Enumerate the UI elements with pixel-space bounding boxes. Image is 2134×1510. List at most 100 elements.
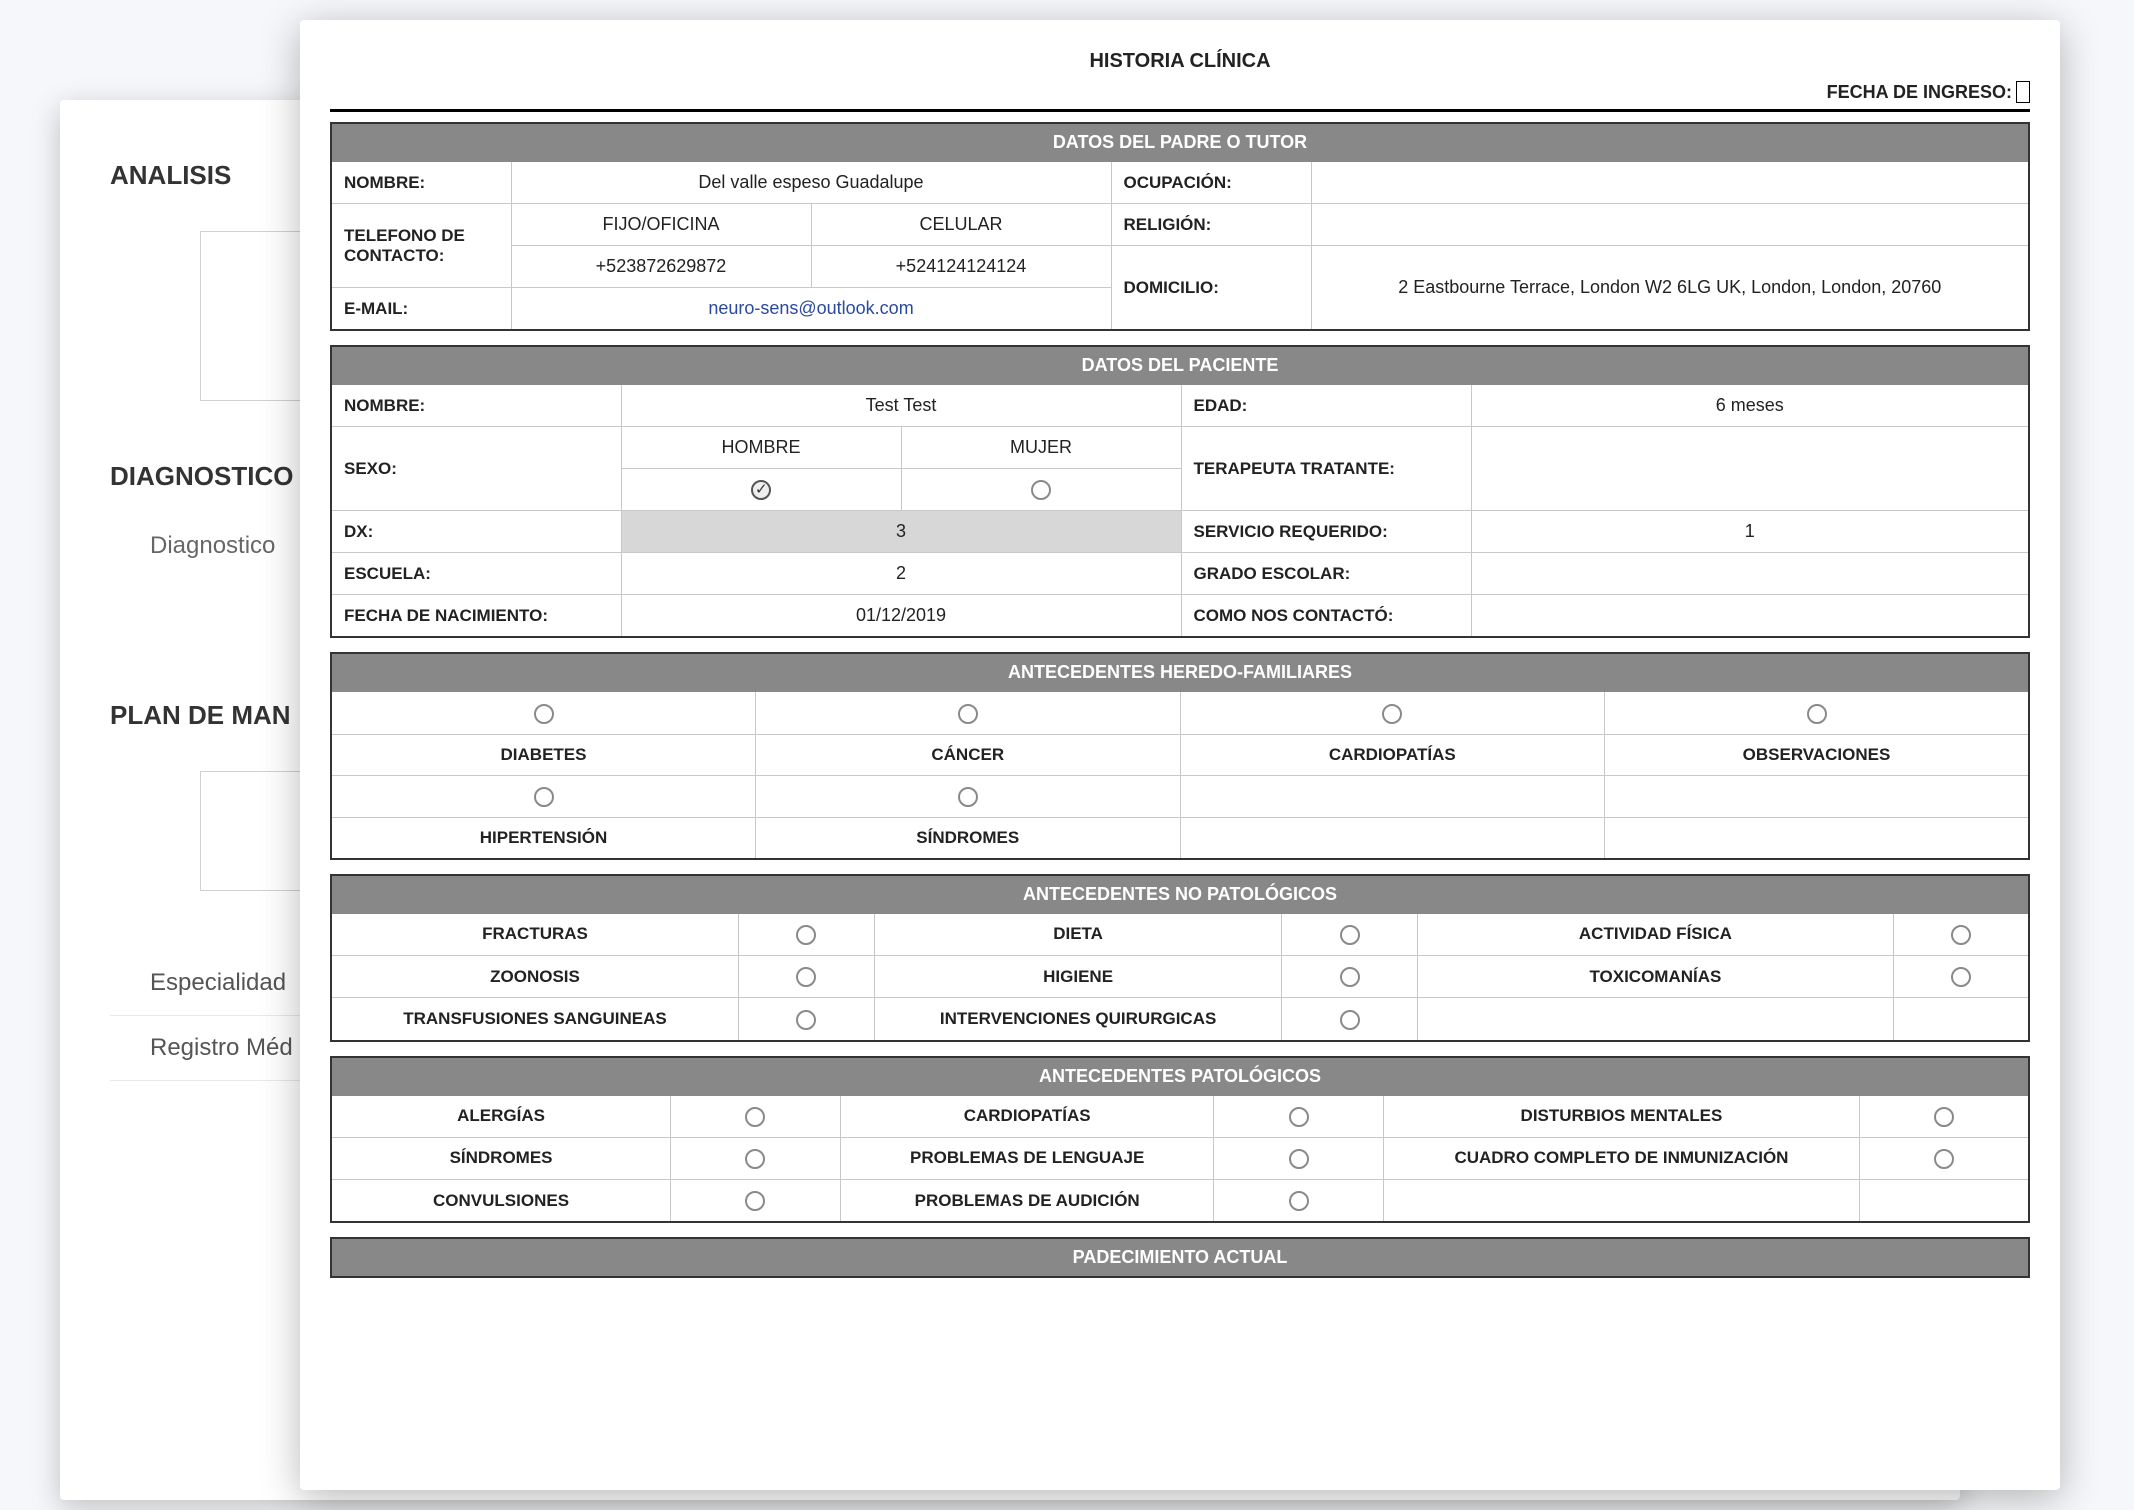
paciente-nombre-label: NOMBRE: bbox=[331, 385, 621, 427]
paciente-nombre-value: Test Test bbox=[621, 385, 1181, 427]
nopat-zoonosis-label: ZOONOSIS bbox=[331, 956, 739, 998]
pat-audicion-label: PROBLEMAS DE AUDICIÓN bbox=[840, 1180, 1214, 1223]
pat-header: ANTECEDENTES PATOLÓGICOS bbox=[331, 1057, 2029, 1096]
pat-sind-radio[interactable] bbox=[671, 1137, 841, 1179]
heredo-hiper-radio[interactable] bbox=[331, 775, 756, 817]
nopat-fracturas-label: FRACTURAS bbox=[331, 913, 739, 955]
pat-inmun-radio[interactable] bbox=[1859, 1137, 2029, 1179]
paciente-mujer-label: MUJER bbox=[901, 427, 1181, 469]
heredo-header: ANTECEDENTES HEREDO-FAMILIARES bbox=[331, 653, 2029, 692]
pat-lenguaje-radio[interactable] bbox=[1214, 1137, 1384, 1179]
paciente-sexo-mujer-radio[interactable] bbox=[901, 469, 1181, 511]
nopat-dieta-label: DIETA bbox=[874, 913, 1282, 955]
tutor-celular-label: CELULAR bbox=[811, 204, 1111, 246]
pat-lenguaje-label: PROBLEMAS DE LENGUAJE bbox=[840, 1137, 1214, 1179]
pat-disturb-label: DISTURBIOS MENTALES bbox=[1384, 1095, 1859, 1137]
pat-alergias-label: ALERGÍAS bbox=[331, 1095, 671, 1137]
heredo-cardio-label: CARDIOPATÍAS bbox=[1180, 734, 1605, 775]
padecimiento-header: PADECIMIENTO ACTUAL bbox=[331, 1238, 2029, 1277]
tutor-celular-value: +524124124124 bbox=[811, 246, 1111, 288]
pat-alergias-radio[interactable] bbox=[671, 1095, 841, 1137]
paciente-escuela-value: 2 bbox=[621, 553, 1181, 595]
nopat-dieta-radio[interactable] bbox=[1282, 913, 1418, 955]
paciente-sexo-hombre-radio[interactable] bbox=[621, 469, 901, 511]
paciente-edad-label: EDAD: bbox=[1181, 385, 1471, 427]
paciente-sexo-label: SEXO: bbox=[331, 427, 621, 511]
paciente-hombre-label: HOMBRE bbox=[621, 427, 901, 469]
paciente-contacto-label: COMO NOS CONTACTÓ: bbox=[1181, 595, 1471, 638]
pat-audicion-radio[interactable] bbox=[1214, 1180, 1384, 1223]
nopat-transf-label: TRANSFUSIONES SANGUINEAS bbox=[331, 998, 739, 1041]
tutor-nombre-value: Del valle espeso Guadalupe bbox=[511, 162, 1111, 204]
nopat-header: ANTECEDENTES NO PATOLÓGICOS bbox=[331, 875, 2029, 914]
paciente-contacto-value[interactable] bbox=[1471, 595, 2029, 638]
tutor-table: DATOS DEL PADRE O TUTOR NOMBRE: Del vall… bbox=[330, 122, 2030, 331]
patologicos-table: ANTECEDENTES PATOLÓGICOS ALERGÍAS CARDIO… bbox=[330, 1056, 2030, 1224]
tutor-fijo-label: FIJO/OFICINA bbox=[511, 204, 811, 246]
tutor-religion-label: RELIGIÓN: bbox=[1111, 204, 1311, 246]
nopat-actividad-radio[interactable] bbox=[1893, 913, 2029, 955]
title-divider bbox=[330, 109, 2030, 112]
tutor-email-label: E-MAIL: bbox=[331, 288, 511, 331]
fecha-ingreso-row: FECHA DE INGRESO: bbox=[330, 81, 2030, 103]
paciente-table: DATOS DEL PACIENTE NOMBRE: Test Test EDA… bbox=[330, 345, 2030, 638]
nopat-zoonosis-radio[interactable] bbox=[739, 956, 875, 998]
paciente-grado-label: GRADO ESCOLAR: bbox=[1181, 553, 1471, 595]
heredo-sind-label: SÍNDROMES bbox=[756, 817, 1181, 859]
pat-sind-label: SÍNDROMES bbox=[331, 1137, 671, 1179]
heredo-hiper-label: HIPERTENSIÓN bbox=[331, 817, 756, 859]
heredo-sind-radio[interactable] bbox=[756, 775, 1181, 817]
nopat-interv-label: INTERVENCIONES QUIRURGICAS bbox=[874, 998, 1282, 1041]
heredo-obs-label: OBSERVACIONES bbox=[1605, 734, 2030, 775]
tutor-domicilio-value: 2 Eastbourne Terrace, London W2 6LG UK, … bbox=[1311, 246, 2029, 331]
tutor-email-value[interactable]: neuro-sens@outlook.com bbox=[708, 298, 913, 318]
paciente-fnac-value: 01/12/2019 bbox=[621, 595, 1181, 638]
pat-disturb-radio[interactable] bbox=[1859, 1095, 2029, 1137]
document-title: HISTORIA CLÍNICA bbox=[330, 50, 2030, 73]
fecha-ingreso-box[interactable] bbox=[2016, 81, 2030, 103]
nopat-actividad-label: ACTIVIDAD FÍSICA bbox=[1418, 913, 1893, 955]
heredo-cancer-radio[interactable] bbox=[756, 692, 1181, 734]
paciente-terapeuta-label: TERAPEUTA TRATANTE: bbox=[1181, 427, 1471, 511]
tutor-header: DATOS DEL PADRE O TUTOR bbox=[331, 123, 2029, 162]
pat-convul-label: CONVULSIONES bbox=[331, 1180, 671, 1223]
nopat-fracturas-radio[interactable] bbox=[739, 913, 875, 955]
pat-cardio-label: CARDIOPATÍAS bbox=[840, 1095, 1214, 1137]
heredo-obs-radio[interactable] bbox=[1605, 692, 2030, 734]
nopat-transf-radio[interactable] bbox=[739, 998, 875, 1041]
paciente-edad-value: 6 meses bbox=[1471, 385, 2029, 427]
paciente-servicio-value: 1 bbox=[1471, 511, 2029, 553]
paciente-fnac-label: FECHA DE NACIMIENTO: bbox=[331, 595, 621, 638]
paciente-dx-value: 3 bbox=[621, 511, 1181, 553]
tutor-domicilio-label: DOMICILIO: bbox=[1111, 246, 1311, 331]
tutor-religion-value[interactable] bbox=[1311, 204, 2029, 246]
tutor-fijo-value: +523872629872 bbox=[511, 246, 811, 288]
heredo-diabetes-label: DIABETES bbox=[331, 734, 756, 775]
tutor-telefono-label: TELEFONO DE CONTACTO: bbox=[331, 204, 511, 288]
nopat-higiene-radio[interactable] bbox=[1282, 956, 1418, 998]
heredo-cardio-radio[interactable] bbox=[1180, 692, 1605, 734]
heredo-table: ANTECEDENTES HEREDO-FAMILIARES DIABETES … bbox=[330, 652, 2030, 860]
no-patologicos-table: ANTECEDENTES NO PATOLÓGICOS FRACTURAS DI… bbox=[330, 874, 2030, 1042]
pat-cardio-radio[interactable] bbox=[1214, 1095, 1384, 1137]
paciente-dx-label: DX: bbox=[331, 511, 621, 553]
paciente-servicio-label: SERVICIO REQUERIDO: bbox=[1181, 511, 1471, 553]
pat-convul-radio[interactable] bbox=[671, 1180, 841, 1223]
heredo-cancer-label: CÁNCER bbox=[756, 734, 1181, 775]
tutor-ocupacion-label: OCUPACIÓN: bbox=[1111, 162, 1311, 204]
pat-inmun-label: CUADRO COMPLETO DE INMUNIZACIÓN bbox=[1384, 1137, 1859, 1179]
heredo-diabetes-radio[interactable] bbox=[331, 692, 756, 734]
tutor-nombre-label: NOMBRE: bbox=[331, 162, 511, 204]
fecha-ingreso-label: FECHA DE INGRESO: bbox=[1827, 82, 2012, 103]
padecimiento-table: PADECIMIENTO ACTUAL bbox=[330, 1237, 2030, 1278]
paciente-terapeuta-value[interactable] bbox=[1471, 427, 2029, 511]
paciente-escuela-label: ESCUELA: bbox=[331, 553, 621, 595]
nopat-toxi-radio[interactable] bbox=[1893, 956, 2029, 998]
nopat-higiene-label: HIGIENE bbox=[874, 956, 1282, 998]
paciente-header: DATOS DEL PACIENTE bbox=[331, 346, 2029, 385]
paciente-grado-value[interactable] bbox=[1471, 553, 2029, 595]
nopat-toxi-label: TOXICOMANÍAS bbox=[1418, 956, 1893, 998]
tutor-ocupacion-value[interactable] bbox=[1311, 162, 2029, 204]
nopat-interv-radio[interactable] bbox=[1282, 998, 1418, 1041]
historia-clinica-document: HISTORIA CLÍNICA FECHA DE INGRESO: DATOS… bbox=[300, 20, 2060, 1490]
